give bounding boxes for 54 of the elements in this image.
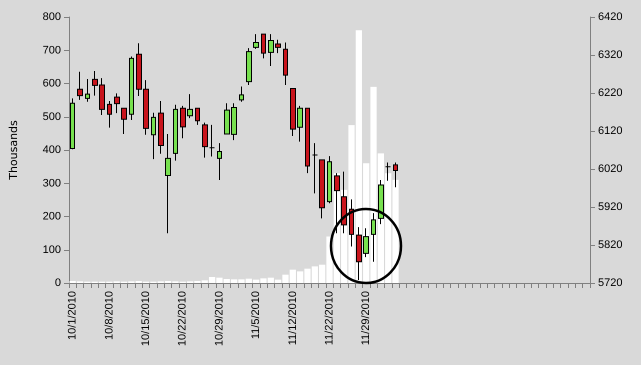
y-tick-label: 200 — [42, 210, 61, 222]
candlestick — [70, 98, 75, 150]
y-tick-label: 0 — [54, 277, 61, 289]
candlestick — [173, 104, 178, 162]
y2-tick-label: 6420 — [598, 11, 622, 23]
candlestick — [253, 34, 259, 50]
candlestick — [107, 100, 112, 128]
candlestick — [151, 112, 156, 160]
candlestick — [312, 142, 318, 194]
x-tick-label: 11/5/2010 — [250, 291, 262, 340]
candlestick — [239, 86, 244, 102]
y-tick-label: 600 — [42, 78, 61, 90]
candlestick — [129, 56, 134, 120]
candlestick — [371, 212, 376, 262]
candlestick — [393, 162, 398, 188]
y-tick-label: 100 — [42, 244, 61, 256]
candlestick — [327, 156, 332, 204]
candlestick — [114, 92, 120, 114]
candlestick — [217, 142, 222, 181]
candlestick — [305, 108, 310, 174]
candlestick — [319, 159, 325, 219]
y2-tick-label: 5920 — [598, 201, 622, 213]
x-tick-label: 10/29/2010 — [213, 291, 226, 346]
candlestick — [85, 78, 90, 102]
x-tick-label: 10/22/2010 — [176, 291, 189, 346]
y2-tick-label: 6320 — [598, 49, 622, 61]
x-tick-label: 10/15/2010 — [140, 291, 152, 346]
y-axis-title: Thousands — [7, 120, 20, 181]
x-tick-label: 10/1/2010 — [66, 291, 79, 340]
y-tick-label: 700 — [42, 44, 61, 56]
y-tick-label: 300 — [42, 177, 61, 190]
y-tick-label: 500 — [42, 110, 61, 123]
y-tick-label: 800 — [42, 11, 61, 23]
candlestick — [246, 48, 252, 86]
candlestick — [165, 134, 171, 234]
candlestick — [283, 42, 288, 86]
x-tick-label: 11/22/2010 — [324, 291, 336, 346]
x-tick-label: 10/8/2010 — [103, 291, 116, 340]
candlestick — [202, 122, 208, 158]
x-tick-label: 11/12/2010 — [286, 291, 299, 346]
candlestick — [209, 124, 215, 157]
y2-tick-label: 6220 — [598, 87, 622, 99]
y-tick-label: 400 — [42, 144, 61, 156]
y2-tick-label: 6120 — [598, 125, 622, 137]
candlestick — [195, 108, 200, 126]
candlestick — [158, 100, 164, 154]
y2-tick-label: 5820 — [598, 239, 622, 251]
y2-tick-label: 5720 — [598, 277, 622, 289]
candlestick — [261, 34, 266, 59]
y2-tick-label: 6020 — [598, 163, 622, 175]
x-tick-label: 11/29/2010 — [360, 291, 372, 346]
candlestick — [77, 71, 83, 100]
candlestick — [121, 108, 127, 135]
candlestick — [385, 162, 391, 182]
